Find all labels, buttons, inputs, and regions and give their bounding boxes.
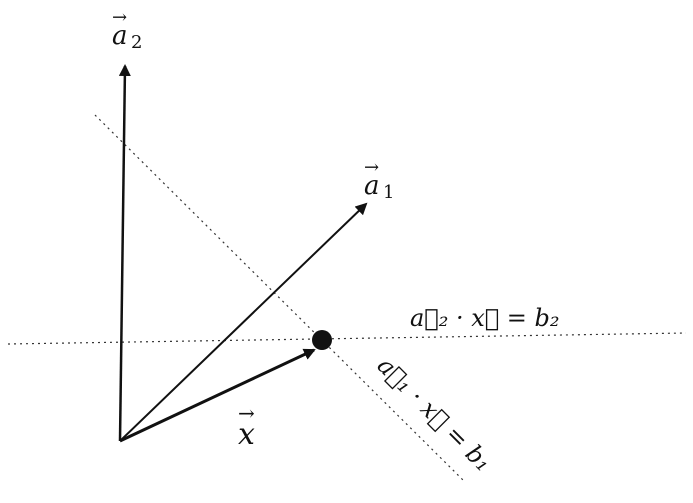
vector-x-arrow (119, 348, 316, 443)
label-a2-base: a (112, 21, 128, 51)
vector-a2-arrow (118, 64, 131, 442)
label-a2-arrow: → (112, 7, 127, 28)
intersection-point (312, 330, 332, 350)
label-x: x → (238, 401, 255, 452)
label-x-arrow: → (238, 401, 255, 425)
constraint-label-2: a⃗₂ · x⃗ = b₂ (410, 304, 560, 332)
label-a1-subscript: 1 (383, 182, 394, 203)
label-x-base: x (238, 417, 255, 452)
label-a2-subscript: 2 (131, 32, 142, 53)
label-a1: a → 1 (364, 157, 394, 203)
label-a2: a → 2 (112, 7, 142, 53)
constraint-label-1: a⃗₁ · x⃗ = b₁ (372, 351, 498, 477)
label-a1-arrow: → (364, 157, 379, 178)
constraint-line-2 (7, 332, 687, 345)
label-a1-base: a (364, 171, 380, 201)
vector-a1-arrow (119, 202, 368, 442)
